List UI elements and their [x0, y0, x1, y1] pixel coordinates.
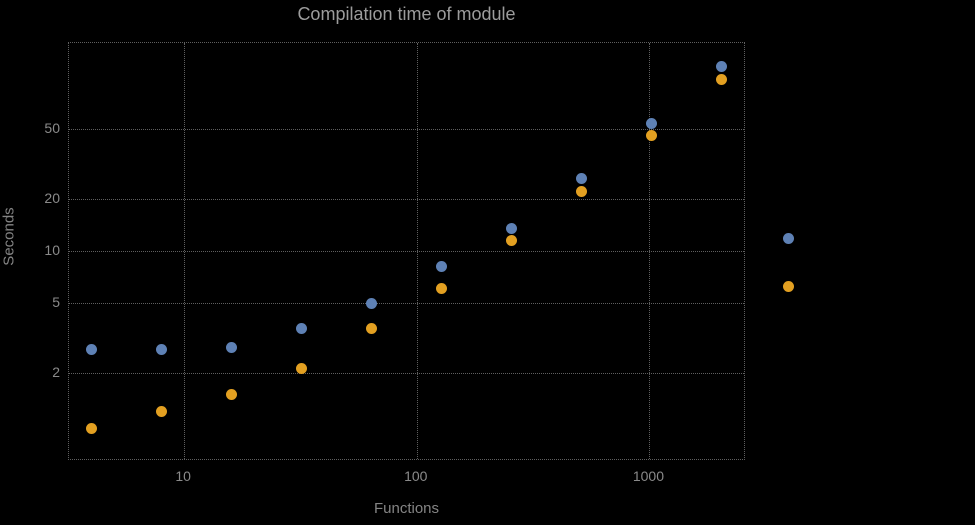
data-point-series-blue: [86, 344, 98, 356]
y-gridline: [69, 129, 744, 131]
y-gridline: [69, 198, 744, 200]
data-point-series-blue: [576, 173, 588, 185]
y-tick-label: 5: [52, 294, 60, 311]
data-point-series-blue: [506, 222, 518, 234]
x-tick-label: 100: [404, 468, 428, 484]
x-tick-label: 10: [175, 468, 191, 484]
y-gridline: [69, 372, 744, 374]
legend: [783, 233, 794, 292]
x-tick-label: 1000: [632, 468, 665, 484]
data-point-series-orange: [646, 130, 658, 142]
data-point-series-orange: [296, 363, 308, 375]
plot-area: [68, 42, 745, 460]
chart-title: Compilation time of module: [297, 4, 516, 24]
data-point-series-orange: [716, 73, 728, 85]
data-point-series-blue: [366, 297, 378, 309]
y-gridline: [69, 250, 744, 252]
data-point-series-orange: [366, 322, 378, 334]
y-tick-label: 50: [44, 120, 60, 137]
data-point-series-blue: [226, 341, 238, 353]
legend-marker-blue: [783, 233, 794, 244]
data-point-series-orange: [156, 405, 168, 417]
y-tick-label: 20: [44, 189, 60, 206]
data-point-series-blue: [646, 118, 658, 130]
data-point-series-blue: [296, 322, 308, 334]
data-point-series-blue: [156, 344, 168, 356]
data-point-series-orange: [576, 185, 588, 197]
data-point-series-orange: [506, 234, 518, 246]
y-tick-label: 10: [44, 241, 60, 258]
data-point-series-orange: [436, 282, 448, 294]
data-point-series-blue: [716, 61, 728, 72]
data-point-series-blue: [436, 261, 448, 273]
y-tick-labels: 2 5 10 20 50: [0, 42, 60, 460]
data-point-series-orange: [226, 388, 238, 400]
legend-marker-orange: [783, 281, 794, 292]
y-tick-label: 2: [52, 363, 60, 380]
x-axis-label: Functions: [373, 500, 440, 517]
data-point-series-orange: [86, 423, 98, 435]
y-gridline: [69, 303, 744, 305]
